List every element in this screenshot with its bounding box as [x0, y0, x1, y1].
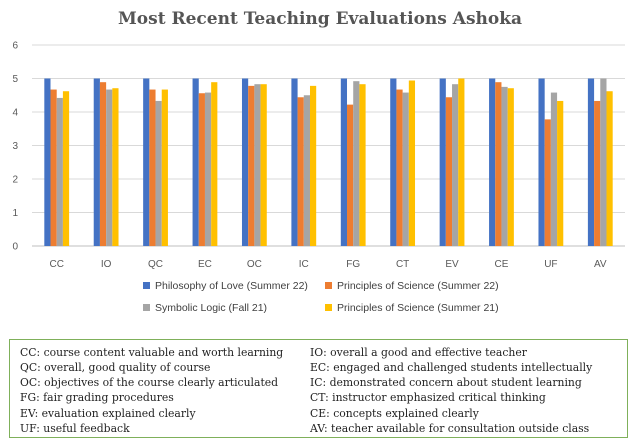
bar-uf-series-4 [557, 100, 564, 246]
legend-label: Philosophy of Love (Summer 22) [155, 280, 308, 292]
bar-qc-series-1 [143, 78, 150, 246]
bar-av-series-2 [594, 100, 601, 246]
x-category-label: UF [544, 259, 557, 270]
y-tick-label: 2 [12, 175, 18, 186]
bar-ce-series-4 [507, 88, 514, 246]
bar-ev-series-2 [445, 97, 453, 246]
legend-label: Symbolic Logic (Fall 21) [155, 302, 267, 314]
bar-oc-series-2 [248, 85, 255, 247]
y-tick-label: 4 [12, 108, 18, 119]
bars [44, 78, 613, 247]
bar-cc-series-2 [50, 89, 57, 247]
x-category-label: OC [247, 259, 262, 270]
legend-label: Principles of Science (Summer 22) [337, 280, 499, 292]
glossary-entry: AV: teacher available for consultation o… [310, 421, 590, 435]
bar-av-series-1 [587, 78, 595, 246]
legend-item: Principles of Science (Summer 22) [325, 280, 499, 292]
bar-io-series-4 [112, 88, 119, 246]
legend-swatch [143, 304, 150, 311]
legend-item: Symbolic Logic (Fall 21) [143, 302, 267, 314]
grid-lines [32, 44, 625, 247]
bar-ev-series-3 [452, 84, 459, 246]
bar-ct-series-4 [408, 80, 416, 246]
bar-ct-series-3 [402, 92, 409, 246]
glossary-entry: OC: objectives of the course clearly art… [20, 376, 279, 390]
glossary-entry: CC: course content valuable and worth le… [20, 346, 284, 359]
x-category-label: CE [495, 259, 509, 270]
bar-ev-series-4 [458, 78, 465, 246]
bar-qc-series-2 [149, 89, 156, 247]
glossary-entry: FG: fair grading procedures [20, 391, 174, 405]
x-category-label: CC [49, 259, 63, 270]
bar-uf-series-3 [550, 92, 558, 246]
x-category-label: CT [396, 259, 409, 270]
bar-io-series-1 [93, 78, 100, 246]
bar-ic-series-3 [303, 95, 310, 246]
bar-qc-series-4 [161, 89, 168, 247]
bar-qc-series-3 [155, 100, 162, 246]
bar-ec-series-3 [204, 92, 212, 246]
bar-av-series-3 [600, 78, 607, 246]
glossary-entry: UF: useful feedback [20, 421, 130, 435]
abbreviation-glossary: CC: course content valuable and worth le… [9, 339, 628, 438]
glossary-entry: EC: engaged and challenged students inte… [310, 361, 593, 375]
legend-swatch [143, 282, 150, 289]
y-tick-label: 5 [12, 74, 18, 85]
bar-fg-series-3 [353, 81, 360, 247]
chart-title: Most Recent Teaching Evaluations Ashoka [118, 9, 522, 29]
glossary-entry: QC: overall, good quality of course [20, 361, 211, 375]
bar-uf-series-1 [538, 78, 545, 246]
x-category-label: EC [198, 259, 212, 270]
bar-oc-series-1 [241, 78, 249, 246]
glossary-entry: EV: evaluation explained clearly [20, 406, 196, 420]
bar-cc-series-3 [56, 97, 63, 247]
bar-io-series-2 [99, 82, 107, 246]
bar-ec-series-4 [211, 82, 218, 246]
bar-ce-series-2 [495, 82, 502, 246]
bar-uf-series-2 [544, 119, 551, 246]
y-axis-ticks: 0 1 2 3 4 5 6 [12, 41, 18, 253]
legend-label: Principles of Science (Summer 21) [337, 302, 499, 314]
legend-item: Principles of Science (Summer 21) [325, 302, 499, 314]
y-tick-label: 6 [12, 41, 18, 52]
bar-ec-series-1 [192, 78, 199, 246]
x-axis-categories: CC IO QC EC OC IC FG CT EV CE UF AV [49, 259, 606, 270]
bar-ct-series-2 [396, 89, 403, 247]
bar-fg-series-2 [347, 104, 354, 246]
glossary-entry: IO: overall a good and effective teacher [310, 346, 527, 359]
glossary-entry: CE: concepts explained clearly [310, 406, 479, 420]
y-tick-label: 1 [12, 208, 18, 219]
glossary-entry: CT: instructor emphasized critical think… [310, 391, 546, 405]
bar-av-series-4 [606, 91, 613, 246]
x-category-label: FG [346, 259, 360, 270]
legend-item: Philosophy of Love (Summer 22) [143, 280, 308, 292]
bar-cc-series-4 [62, 91, 70, 246]
bar-ce-series-1 [489, 78, 496, 246]
x-category-label: QC [148, 259, 163, 270]
bar-ce-series-3 [501, 86, 508, 246]
y-tick-label: 0 [12, 242, 18, 253]
legend: Philosophy of Love (Summer 22) Principles… [143, 280, 499, 314]
bar-ic-series-1 [291, 78, 298, 246]
x-category-label: EV [445, 259, 459, 270]
glossary-entry: IC: demonstrated concern about student l… [310, 376, 582, 390]
y-tick-label: 3 [12, 141, 18, 152]
legend-swatch [325, 304, 332, 311]
chart: Most Recent Teaching Evaluations Ashoka … [12, 9, 625, 314]
bar-cc-series-1 [44, 78, 51, 246]
x-category-label: IC [299, 259, 309, 270]
x-category-label: AV [594, 259, 607, 270]
x-category-label: IO [101, 259, 112, 270]
bar-oc-series-3 [254, 84, 261, 246]
bar-ev-series-1 [439, 78, 446, 246]
legend-swatch [325, 282, 332, 289]
bar-fg-series-4 [359, 84, 366, 246]
bar-oc-series-4 [260, 84, 267, 246]
bar-ic-series-2 [297, 97, 304, 246]
bar-io-series-3 [106, 89, 113, 247]
bar-ct-series-1 [390, 78, 397, 246]
bar-ic-series-4 [309, 85, 317, 247]
bar-fg-series-1 [340, 78, 348, 246]
bar-ec-series-2 [198, 93, 205, 247]
